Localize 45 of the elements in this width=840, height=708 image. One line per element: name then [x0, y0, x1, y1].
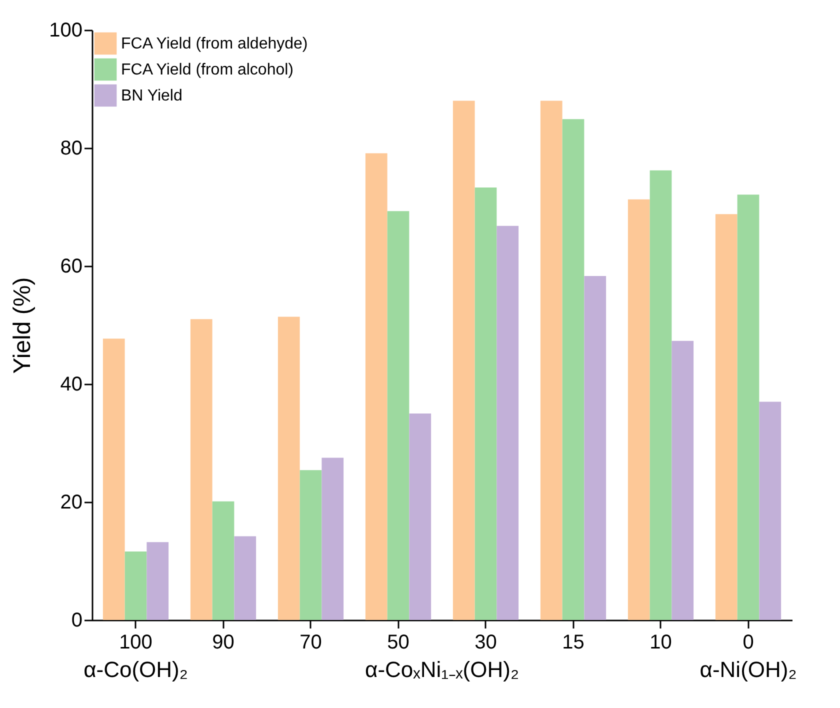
bar — [496, 226, 519, 620]
y-tick-label: 80 — [60, 138, 82, 160]
text: α-CoₓNi₁₋ₓ(OH)₂ — [365, 657, 519, 682]
x-tick-label: 90 — [212, 632, 234, 654]
bar — [278, 316, 300, 620]
x-tick-label: 0 — [742, 632, 754, 654]
legend-label: BN Yield — [121, 88, 182, 104]
bar — [387, 211, 410, 620]
x-tick-label: 10 — [650, 632, 672, 654]
bar — [474, 188, 497, 620]
bar — [584, 276, 606, 620]
y-tick-label: 20 — [60, 492, 82, 514]
bar — [365, 153, 388, 620]
bar — [715, 214, 738, 620]
bar — [300, 470, 322, 620]
bar — [234, 536, 256, 620]
bar — [190, 319, 212, 620]
x-tick-label: 100 — [119, 632, 152, 654]
bar — [562, 119, 584, 620]
bar — [737, 194, 760, 620]
bar — [102, 338, 125, 620]
y-tick-label: 100 — [49, 20, 82, 42]
x-tick-label: 30 — [474, 632, 497, 654]
bar — [540, 100, 562, 620]
bar — [672, 340, 694, 620]
bar — [146, 542, 169, 620]
legend-label: FCA Yield (from alcohol) — [121, 62, 294, 78]
bar — [322, 458, 344, 620]
y-tick-label: 0 — [71, 610, 82, 632]
bar — [409, 414, 432, 620]
bar — [452, 100, 475, 620]
x-tick-label: 15 — [562, 632, 584, 654]
y-tick-label: 60 — [60, 256, 82, 278]
x-tick-label: 70 — [300, 632, 322, 654]
y-axis-title: Yield (%) — [9, 277, 36, 374]
bar — [124, 552, 147, 620]
legend-label: FCA Yield (from aldehyde) — [121, 36, 308, 52]
bar — [212, 501, 234, 620]
bar — [628, 199, 650, 620]
text: α-Ni(OH)₂ — [700, 657, 797, 682]
x-tick-label: 50 — [387, 632, 410, 654]
y-tick-label: 40 — [60, 374, 82, 396]
bar — [759, 402, 782, 620]
text: α-Co(OH)₂ — [84, 657, 188, 682]
bar — [650, 170, 672, 620]
